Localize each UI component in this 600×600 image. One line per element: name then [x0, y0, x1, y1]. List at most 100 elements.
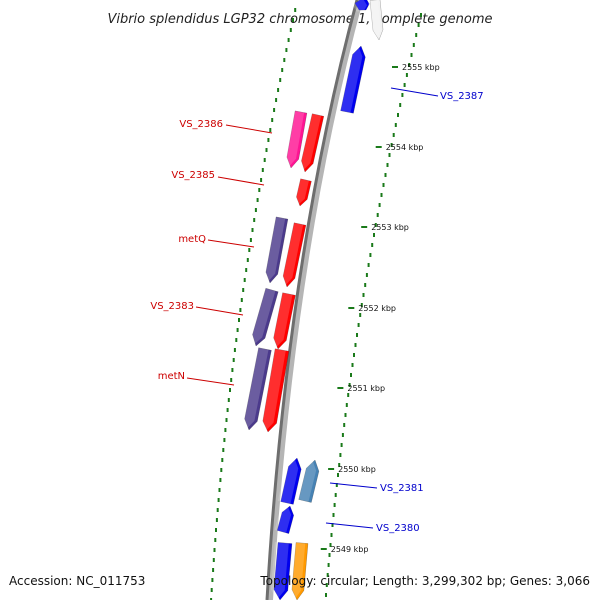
- gene-label-leader: [195, 306, 244, 316]
- inner-tick-dot: [248, 248, 251, 252]
- gene-VS_2380: [274, 505, 294, 534]
- outer-tick-dot: [331, 523, 334, 527]
- outer-tick-dot: [399, 103, 402, 107]
- outer-tick-dot: [347, 393, 350, 397]
- topology-text: Topology: circular; Length: 3,299,302 bp…: [260, 574, 590, 588]
- outer-tick-dot: [373, 233, 375, 237]
- inner-tick-dot: [271, 118, 274, 122]
- inner-tick-dot: [220, 468, 223, 472]
- inner-tick-dot: [240, 298, 243, 302]
- gene-top-blue: [352, 0, 370, 12]
- outer-tick-dot: [356, 333, 358, 337]
- gene-VS_2381: [295, 459, 320, 503]
- inner-tick-dot: [292, 18, 294, 22]
- gene-features: [241, 0, 384, 600]
- inner-tick-dot: [224, 428, 227, 432]
- outer-tick-dot: [371, 243, 374, 247]
- inner-tick-dot: [229, 388, 231, 392]
- outer-tick-dot: [354, 343, 357, 347]
- scale-tick-label: 2550 kbp: [338, 465, 376, 474]
- outer-tick-dot: [378, 203, 381, 207]
- outer-tick-dot: [365, 273, 368, 277]
- outer-tick-dot: [360, 303, 363, 307]
- inner-tick-dot: [283, 58, 286, 62]
- gene-bottom-blue: [270, 542, 293, 600]
- gene-label-VS_2381: VS_2381: [380, 483, 424, 494]
- inner-tick-dot: [254, 208, 257, 212]
- gene-label-leader: [329, 482, 378, 489]
- inner-tick-dot: [236, 328, 239, 332]
- inner-tick-dot: [238, 318, 240, 322]
- gene-VS_2383: [270, 292, 296, 350]
- gene-label-metQ: metQ: [178, 234, 206, 245]
- gene-VS_2385: [294, 178, 312, 207]
- outer-tick-dot: [392, 133, 395, 137]
- inner-tick-dot: [243, 278, 246, 282]
- inner-tick-dot: [226, 408, 229, 412]
- outer-tick-dot: [353, 353, 355, 357]
- outer-tick-dot: [325, 583, 328, 587]
- outer-tick-dot: [408, 63, 411, 67]
- inner-tick-dot: [273, 108, 276, 112]
- inner-tick-dot: [233, 348, 236, 352]
- gene-label-metN: metN: [158, 371, 185, 382]
- gene-labels: VS_2387 VS_2386 VS_2385 metQ VS_2383 metN VS_2…: [150, 87, 484, 534]
- gene-label-VS_2385: VS_2385: [171, 170, 215, 181]
- inner-tick-dot: [253, 218, 256, 222]
- inner-tick-dot: [256, 198, 259, 202]
- inner-tick-dot: [281, 68, 284, 72]
- outer-tick-dot: [335, 483, 338, 487]
- gene-blue-a: [277, 457, 302, 505]
- outer-tick-dot: [390, 143, 393, 147]
- outer-tick-dot: [348, 383, 351, 387]
- inner-tick-dot: [213, 548, 216, 552]
- inner-tick-dot: [212, 568, 215, 572]
- inner-tick-dot: [222, 448, 225, 452]
- inner-tick-dot: [223, 438, 226, 442]
- gene-VS_2386-inner: [284, 110, 308, 169]
- outer-tick-dot: [376, 213, 379, 217]
- gene-VS_2386: [298, 113, 325, 173]
- inner-tick-dot: [212, 558, 215, 562]
- inner-tick-dot: [215, 528, 217, 532]
- inner-tick-dot: [231, 368, 234, 372]
- backbone-shadow: [267, 0, 363, 600]
- outer-tick-dot: [388, 153, 391, 157]
- gene-label-VS_2383: VS_2383: [150, 301, 194, 312]
- inner-tick-dot: [217, 498, 220, 502]
- inner-tick-dot: [215, 518, 218, 522]
- inner-tick-dot: [279, 78, 282, 82]
- outer-tick-dot: [332, 513, 335, 517]
- inner-tick-dot: [216, 508, 219, 512]
- inner-tick-dot: [249, 238, 252, 242]
- inner-tick-dot: [277, 88, 280, 92]
- gene-label-leader: [207, 239, 255, 248]
- outer-tick-dot: [410, 53, 413, 57]
- outer-tick-dot: [374, 223, 377, 227]
- inner-tick-dot: [242, 288, 245, 292]
- gene-metN-inner: [241, 347, 272, 431]
- inner-tick-dot: [210, 598, 213, 600]
- outer-tick-dot: [328, 553, 331, 557]
- map-title: Vibrio splendidus LGP32 chromosome 1, co…: [107, 12, 492, 27]
- inner-tick-dot: [258, 188, 261, 192]
- gene-label-VS_2380: VS_2380: [376, 523, 420, 534]
- outer-tick-dot: [343, 423, 346, 427]
- inner-tick-dot: [285, 48, 288, 52]
- outer-tick-dot: [327, 563, 330, 567]
- inner-tick-dot: [263, 158, 266, 162]
- outer-tick-dot: [359, 313, 362, 317]
- outer-tick-dot: [341, 433, 344, 437]
- outer-tick-dot: [367, 263, 370, 267]
- outer-tick-dot: [339, 453, 342, 457]
- outer-tick-dot: [405, 73, 408, 77]
- outer-tick-dot: [420, 13, 422, 17]
- outer-tick-dot: [344, 413, 347, 417]
- scale-tick-label: 2549 kbp: [331, 545, 369, 554]
- inner-tick-dot: [275, 98, 278, 102]
- inner-tick-dot: [214, 538, 217, 542]
- inner-tick-dot: [221, 458, 224, 462]
- inner-tick-dot: [225, 418, 228, 422]
- gene-label-VS_2386: VS_2386: [179, 119, 223, 130]
